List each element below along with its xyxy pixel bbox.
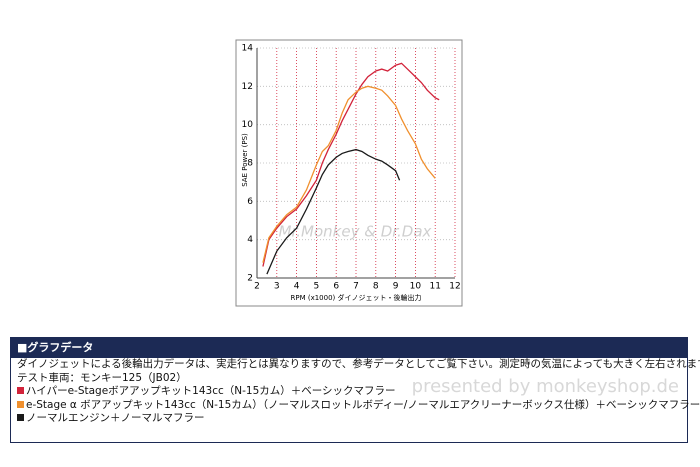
vehicle: テスト車両：モンキー125（JB02） <box>17 371 187 384</box>
x-tick-label: 3 <box>274 282 280 292</box>
y-axis-label: SAE Power (PS) <box>241 133 249 187</box>
x-tick-label: 4 <box>294 282 300 292</box>
chart: Mr.Monkey & Dr.Dax SAE Power (PS) RPM (x… <box>235 39 463 307</box>
legend-label: ノーマルエンジン＋ノーマルマフラー <box>26 412 205 424</box>
x-tick-label: 11 <box>429 282 440 292</box>
watermark: presented by monkeyshop.de <box>411 376 679 397</box>
y-tick-label: 10 <box>242 120 254 130</box>
x-tick-label: 10 <box>410 282 422 292</box>
x-tick-label: 8 <box>373 282 379 292</box>
series-line <box>266 148 401 275</box>
series-line <box>262 85 436 263</box>
legend-label: ハイパーe-Stageボアアップキット143cc（N-15カム）＋ベーシックマフ… <box>26 385 396 397</box>
x-tick-label: 5 <box>314 282 320 292</box>
legend-item: ノーマルエンジン＋ノーマルマフラー <box>11 412 687 426</box>
chart-frame <box>235 39 463 307</box>
x-tick-label: 6 <box>333 282 339 292</box>
legend-item: ハイパーe-Stageボアアップキット143cc（N-15カム）＋ベーシックマフ… <box>11 385 687 399</box>
legend-item: e-Stage α ボアアップキット143cc（N-15カム）（ノーマルスロット… <box>11 399 700 413</box>
x-axis-label: RPM (x1000) ダイノジェット・後輪出力 <box>291 293 422 302</box>
x-tick-label: 2 <box>254 282 260 292</box>
legend-swatch <box>17 414 24 421</box>
y-tick-label: 8 <box>247 159 253 169</box>
y-tick-label: 14 <box>242 44 254 54</box>
series-line <box>262 62 440 267</box>
x-tick-label: 9 <box>393 282 399 292</box>
x-tick-label: 12 <box>449 282 460 292</box>
watermark: Mr.Monkey & Dr.Dax <box>279 223 432 241</box>
info-panel: ■グラフデータ ダイノジェットによる後輪出力データは、実走行とは異なりますので、… <box>10 337 700 443</box>
legend-label: e-Stage α ボアアップキット143cc（N-15カム）（ノーマルスロット… <box>26 398 700 411</box>
y-tick-label: 4 <box>247 235 253 245</box>
y-tick-label: 6 <box>247 197 253 207</box>
legend-swatch <box>17 387 24 394</box>
panel-heading: ■グラフデータ <box>11 338 687 358</box>
y-tick-label: 12 <box>242 82 253 92</box>
note: ダイノジェットによる後輪出力データは、実走行とは異なりますので、参考データとして… <box>17 358 700 370</box>
x-tick-label: 7 <box>353 282 359 292</box>
legend: ハイパーe-Stageボアアップキット143cc（N-15カム）＋ベーシックマフ… <box>11 385 700 426</box>
y-tick-label: 2 <box>247 274 253 284</box>
legend-swatch <box>17 400 24 408</box>
